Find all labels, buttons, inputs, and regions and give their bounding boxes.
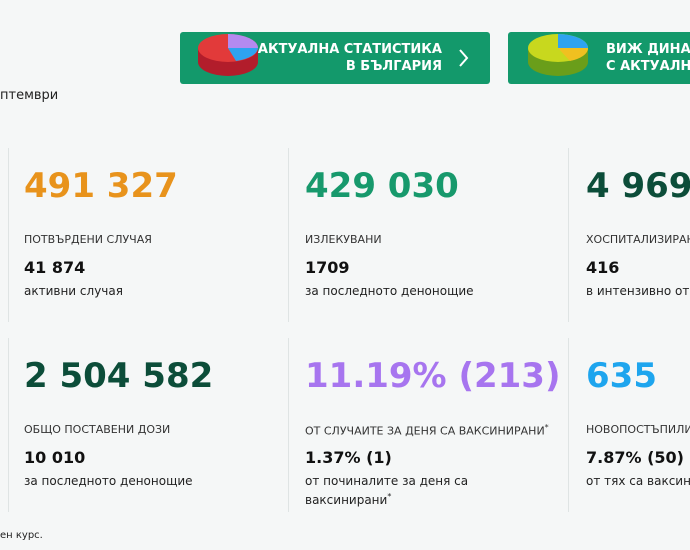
- card-divider: [8, 338, 9, 512]
- card-sub-label: в интензивно от: [586, 283, 690, 299]
- card-sub-label: от починалите за деня са ваксинирани*: [305, 473, 495, 508]
- button-line: АКТУАЛНА СТАТИСТИКА: [257, 42, 442, 57]
- label-text: ИЗЛЕКУВАНИ: [305, 233, 382, 246]
- chevron: [459, 49, 469, 67]
- label-text: ОБЩО ПОСТАВЕНИ ДОЗИ: [24, 423, 171, 436]
- card-label: ПОТВЪРДЕНИ СЛУЧАЯ: [24, 233, 152, 246]
- card-divider: [568, 148, 569, 322]
- footnote-mark: *: [544, 423, 549, 432]
- stats-button[interactable]: АКТУАЛНА СТАТИСТИКА В БЪЛГАРИЯ: [180, 32, 490, 84]
- card-value: 429 030: [305, 166, 459, 206]
- label-text: НОВОПОСТЪПИЛИ: [586, 423, 690, 436]
- card-value: 635: [586, 356, 657, 396]
- card-sub-value: 1.37% (1): [305, 448, 392, 467]
- label-text: ХОСПИТАЛИЗИРАН: [586, 233, 690, 246]
- card-value: 11.19% (213): [305, 356, 561, 396]
- card-sub-value: 10 010: [24, 448, 86, 467]
- card-sub-value: 41 874: [24, 258, 86, 277]
- button-line: В БЪЛГАРИЯ: [345, 59, 442, 74]
- card-sub-label: за последното денонощие: [24, 473, 214, 489]
- sub-label-text: от починалите за деня са ваксинирани: [305, 474, 469, 507]
- card-sub-label: активни случая: [24, 283, 214, 299]
- pie-icon: [198, 34, 258, 76]
- sub-label-text: от тях са ваксин: [586, 474, 690, 488]
- card-sub-value: 416: [586, 258, 620, 277]
- button-line: ВИЖ ДИНАМ: [606, 42, 690, 57]
- card-value: 4 969: [586, 166, 690, 206]
- card-sub-label: от тях са ваксин: [586, 473, 690, 489]
- sub-label-text: активни случая: [24, 284, 123, 298]
- button-line: С АКТУАЛНА: [606, 59, 690, 74]
- sub-label-text: за последното денонощие: [305, 284, 474, 298]
- card-sub-value: 7.87% (50): [586, 448, 684, 467]
- card-divider: [568, 338, 569, 512]
- card-divider: [288, 148, 289, 322]
- card-sub-label: за последното денонощие: [305, 283, 495, 299]
- card-divider: [8, 148, 9, 322]
- dynamics-button[interactable]: ВИЖ ДИНАМ С АКТУАЛНА: [508, 32, 690, 84]
- sub-label-text: в интензивно от: [586, 284, 690, 298]
- card-label: ХОСПИТАЛИЗИРАН: [586, 233, 690, 246]
- footnote-mark: *: [387, 492, 392, 501]
- card-value: 2 504 582: [24, 356, 214, 396]
- sub-label-text: за последното денонощие: [24, 474, 193, 488]
- card-label: НОВОПОСТЪПИЛИ: [586, 423, 690, 436]
- footer-note: ен курс.: [0, 530, 43, 541]
- label-text: ОТ СЛУЧАИТЕ ЗА ДЕНЯ СА ВАКСИНИРАНИ: [305, 424, 545, 438]
- card-label: ОБЩО ПОСТАВЕНИ ДОЗИ: [24, 423, 170, 436]
- label-text: ПОТВЪРДЕНИ СЛУЧАЯ: [24, 233, 152, 246]
- card-label: ИЗЛЕКУВАНИ: [305, 233, 382, 246]
- card-sub-value: 1709: [305, 258, 350, 277]
- pie-icon: [528, 34, 589, 76]
- date-text: птември: [0, 88, 59, 103]
- card-label: ОТ СЛУЧАИТЕ ЗА ДЕНЯ СА ВАКСИНИРАНИ*: [305, 423, 549, 438]
- card-divider: [288, 338, 289, 512]
- card-value: 491 327: [24, 166, 178, 206]
